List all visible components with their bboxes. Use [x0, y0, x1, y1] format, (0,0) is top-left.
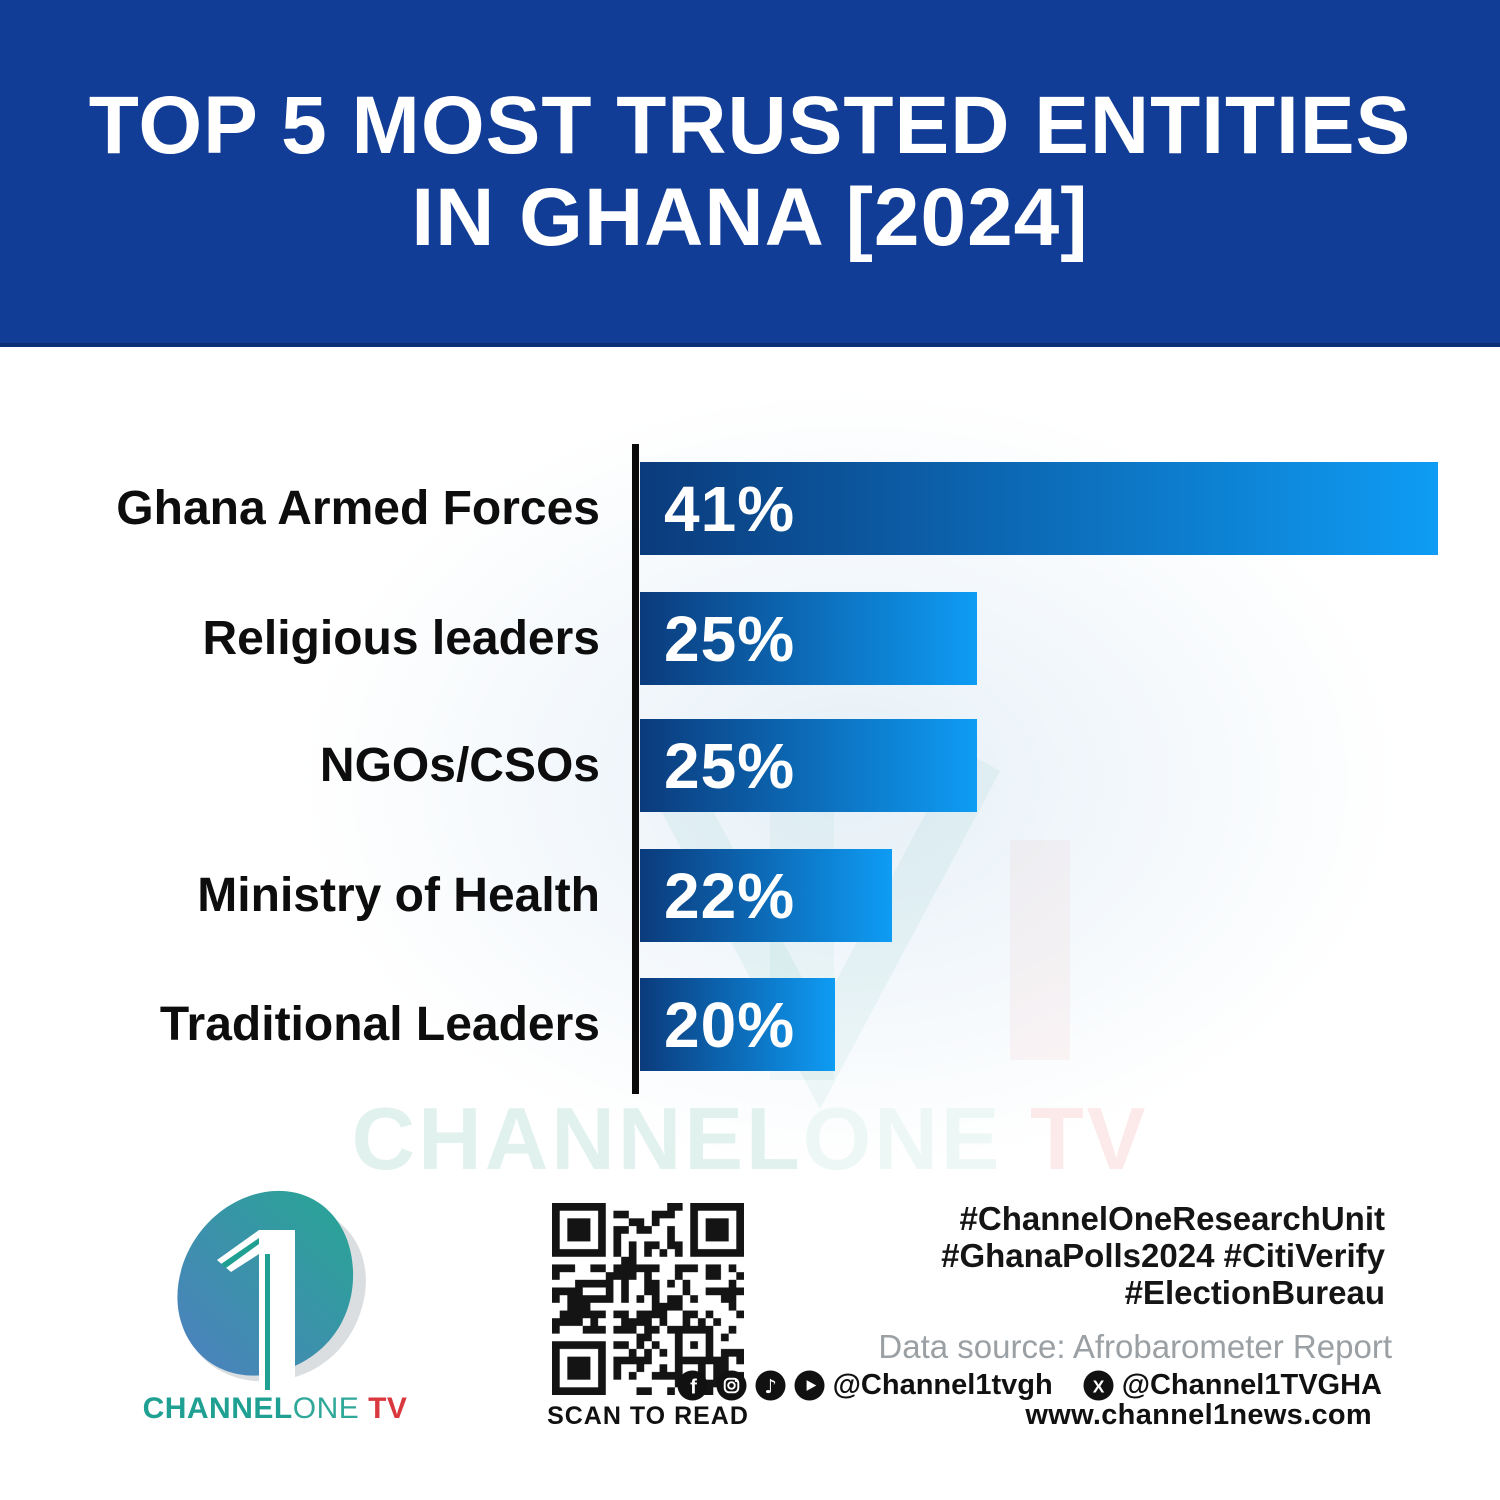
- logo-one-stem-accent: [265, 1254, 270, 1390]
- hashtag-block: #ChannelOneResearchUnit #GhanaPolls2024 …: [941, 1200, 1385, 1311]
- svg-text:X: X: [1092, 1376, 1104, 1396]
- qr-code: [552, 1203, 744, 1395]
- bar-value-label: 20%: [664, 988, 796, 1061]
- x-twitter-icon: X: [1083, 1370, 1114, 1401]
- brand-one: ONE: [292, 1392, 360, 1425]
- bar: 20%: [640, 978, 835, 1071]
- category-label: NGOs/CSOs: [319, 739, 600, 792]
- brand-channel: CHANNEL: [142, 1392, 293, 1425]
- data-source-note: Data source: Afrobarometer Report: [878, 1328, 1392, 1365]
- svg-text:f: f: [690, 1376, 697, 1398]
- page-title-line1: TOP 5 MOST TRUSTED ENTITIES: [88, 79, 1412, 171]
- channel-one-logo: [177, 1190, 366, 1396]
- social-handles-row: f ♪ @Channel1tvgh X @Channel1TVGHA: [677, 1369, 1382, 1402]
- social-handle-x: @Channel1TVGHA: [1121, 1369, 1382, 1401]
- header-banner: TOP 5 MOST TRUSTED ENTITIES IN GHANA [20…: [0, 0, 1500, 347]
- category-label: Traditional Leaders: [159, 998, 600, 1051]
- watermark-one: ONE: [802, 1089, 1003, 1188]
- brand-wordmark: CHANNELONE TV: [140, 1392, 410, 1426]
- svg-text:♪: ♪: [764, 1375, 776, 1398]
- bar: 22%: [640, 849, 892, 942]
- tiktok-icon: ♪: [755, 1370, 786, 1401]
- youtube-icon: [794, 1370, 825, 1401]
- bar-value-label: 25%: [664, 602, 796, 675]
- hashtag-line-2: #GhanaPolls2024 #CitiVerify: [941, 1237, 1385, 1274]
- bar: 25%: [640, 719, 977, 812]
- category-label: Ministry of Health: [197, 869, 600, 922]
- category-label: Religious leaders: [202, 612, 600, 665]
- chart-axis-line: [632, 444, 639, 1094]
- watermark-channel: CHANNEL: [351, 1089, 803, 1188]
- bar-value-label: 25%: [664, 729, 796, 802]
- page-title-line2: IN GHANA [2024]: [411, 171, 1089, 263]
- watermark-tv: TV: [1002, 1089, 1149, 1188]
- logo-one-flag-accent: [221, 1238, 259, 1268]
- channel-one-watermark: CHANNELONE TV: [0, 1088, 1500, 1190]
- bar: 41%: [640, 462, 1438, 555]
- facebook-icon: f: [677, 1370, 708, 1401]
- qr-caption: SCAN TO READ: [547, 1402, 749, 1430]
- bar-value-label: 41%: [664, 472, 796, 545]
- bar: 25%: [640, 592, 977, 685]
- bar-value-label: 22%: [664, 859, 796, 932]
- instagram-icon: [716, 1370, 747, 1401]
- logo-one-stem: [259, 1230, 295, 1396]
- brand-tv: TV: [359, 1392, 408, 1425]
- website-url: www.channel1news.com: [1025, 1399, 1372, 1431]
- hashtag-line-3: #ElectionBureau: [1124, 1274, 1385, 1311]
- hashtag-line-1: #ChannelOneResearchUnit: [959, 1200, 1385, 1237]
- category-label: Ghana Armed Forces: [116, 482, 600, 535]
- social-handle-main: @Channel1tvgh: [832, 1369, 1053, 1401]
